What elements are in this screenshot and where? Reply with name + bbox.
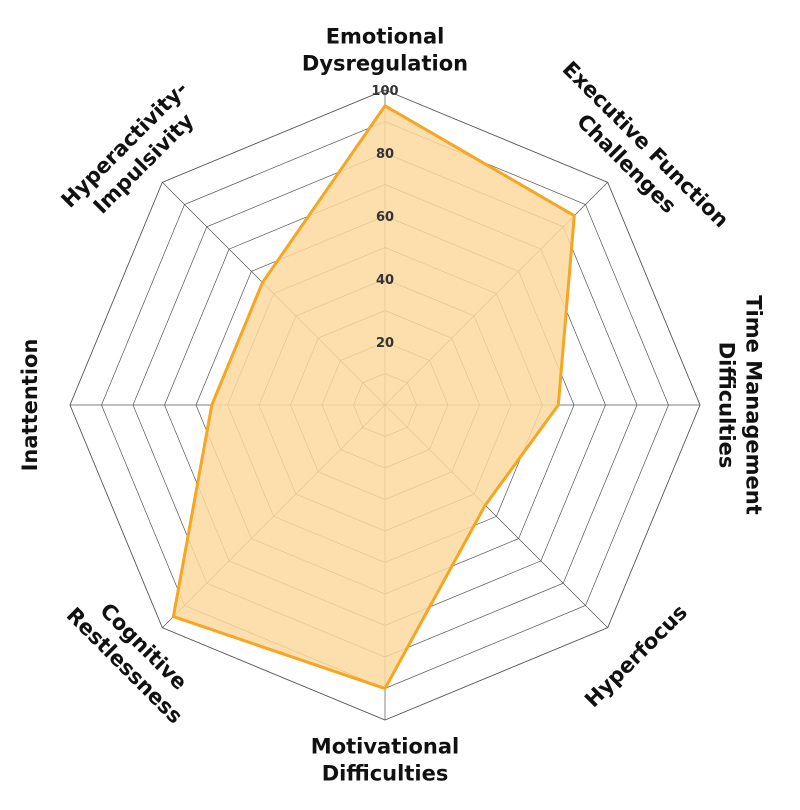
series-layer (171, 104, 576, 690)
tick-label: 100 (371, 84, 398, 99)
axis-label-line: Emotional (326, 25, 445, 49)
series-area (171, 104, 576, 690)
tick-label: 80 (376, 147, 394, 162)
axis-label-line: Motivational (311, 735, 459, 759)
tick-label: 20 (376, 336, 394, 351)
axis-label-line: Inattention (18, 339, 42, 472)
axis-label: Inattention (18, 339, 42, 472)
axis-label-line: Time Management (742, 295, 766, 515)
tick-layer: 20 40 60 80 100 (371, 84, 398, 351)
tick-label: 60 (376, 210, 394, 225)
axis-label-line: Dysregulation (302, 52, 468, 76)
axis-label: Motivational Difficulties (311, 735, 459, 786)
axis-label: Emotional Dysregulation (302, 25, 468, 76)
axis-label-line: Difficulties (322, 762, 449, 786)
axis-label-line: Difficulties (715, 342, 739, 469)
tick-label: 40 (376, 273, 394, 288)
